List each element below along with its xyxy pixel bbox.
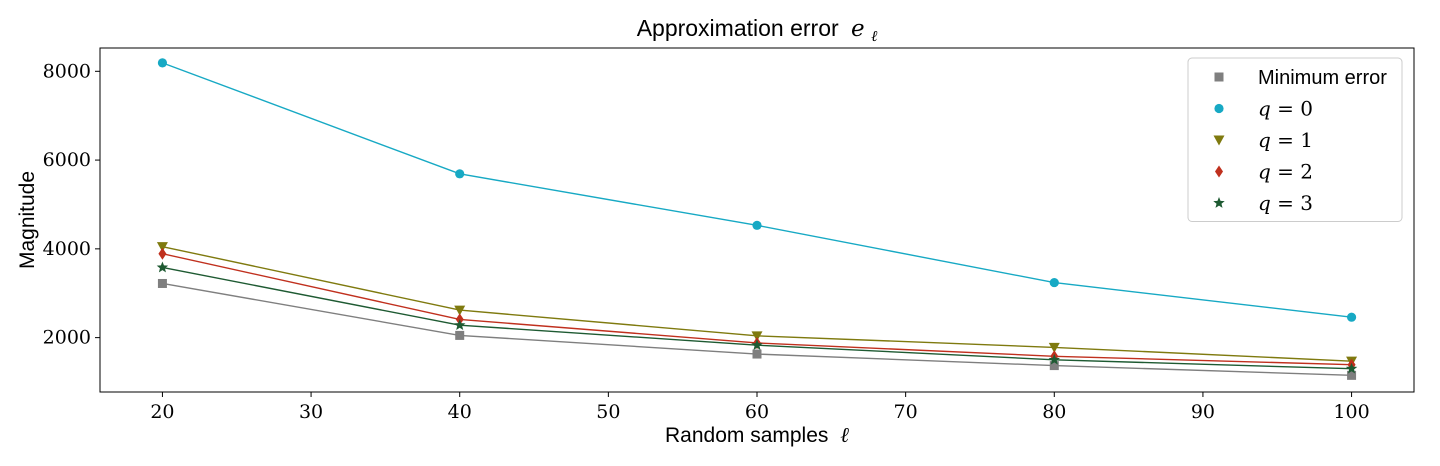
data-point-q2 (158, 247, 167, 260)
data-point-min (455, 330, 465, 340)
data-point-q3 (156, 261, 169, 273)
legend-label-q2: q = 2 (1258, 160, 1313, 184)
legend-box (1187, 57, 1403, 222)
data-point-q0 (1049, 277, 1059, 288)
y-tick-label: 8000 (43, 60, 91, 82)
x-tick-label: 90 (1191, 401, 1215, 423)
data-point-q3 (1345, 362, 1358, 374)
y-tick-label: 6000 (43, 149, 91, 171)
x-tick-label: 20 (150, 401, 174, 423)
legend-marker-q3 (1213, 197, 1225, 208)
x-axis-label: Random samples ℓ (665, 423, 849, 447)
data-point-q0 (1346, 312, 1357, 322)
legend: Minimum error q = 0 q = 1 q = 2 q = 3 (1187, 57, 1403, 222)
x-tick-label: 80 (1042, 401, 1066, 423)
data-point-q1 (156, 242, 168, 253)
x-axis-label-math: ℓ (840, 423, 849, 447)
chart-title-subscript: ℓ (871, 27, 877, 45)
data-point-q0 (752, 220, 762, 230)
data-point-min (157, 278, 167, 288)
data-point-min (752, 349, 762, 359)
y-tick-label: 2000 (43, 327, 91, 349)
legend-label-q0: q = 0 (1258, 97, 1313, 121)
x-axis-label-text: Random samples (665, 424, 828, 447)
legend-marker-q2 (1215, 165, 1223, 178)
x-tick-label: 70 (894, 401, 918, 423)
x-tick-label: 100 (1333, 401, 1369, 423)
legend-marker-q1 (1213, 135, 1225, 146)
legend-marker-q0 (1214, 103, 1224, 114)
plot-area: 20 30 40 50 60 70 80 90 100 2000 4000 6000 8000 (43, 47, 1415, 423)
x-tick-label: 40 (448, 401, 472, 423)
series-line-min (162, 282, 1352, 377)
legend-marker-min (1214, 72, 1224, 82)
data-point-q3 (751, 339, 763, 351)
series-line-q0 (162, 62, 1352, 318)
data-point-min (1049, 361, 1059, 371)
data-point-q1 (454, 305, 466, 316)
chart-title-math: e (851, 16, 865, 42)
x-tick-label: 50 (596, 401, 620, 423)
data-point-q1 (751, 331, 763, 342)
data-point-q3 (454, 319, 466, 331)
legend-label-q1: q = 1 (1258, 128, 1313, 152)
y-axis-label: Magnitude (16, 171, 39, 269)
chart-title: Approximation error e ℓ (637, 15, 878, 45)
x-tick-label: 60 (745, 401, 769, 423)
data-point-q0 (455, 169, 465, 179)
legend-label-q3: q = 3 (1258, 191, 1313, 215)
data-point-min (1347, 370, 1357, 380)
y-tick-label: 4000 (43, 238, 91, 260)
chart-title-text: Approximation error (637, 15, 839, 41)
legend-label-min: Minimum error (1258, 67, 1387, 89)
x-tick-label: 30 (299, 401, 323, 423)
data-point-q1 (1048, 342, 1060, 353)
data-point-q3 (1048, 353, 1060, 365)
data-point-q0 (157, 58, 168, 68)
